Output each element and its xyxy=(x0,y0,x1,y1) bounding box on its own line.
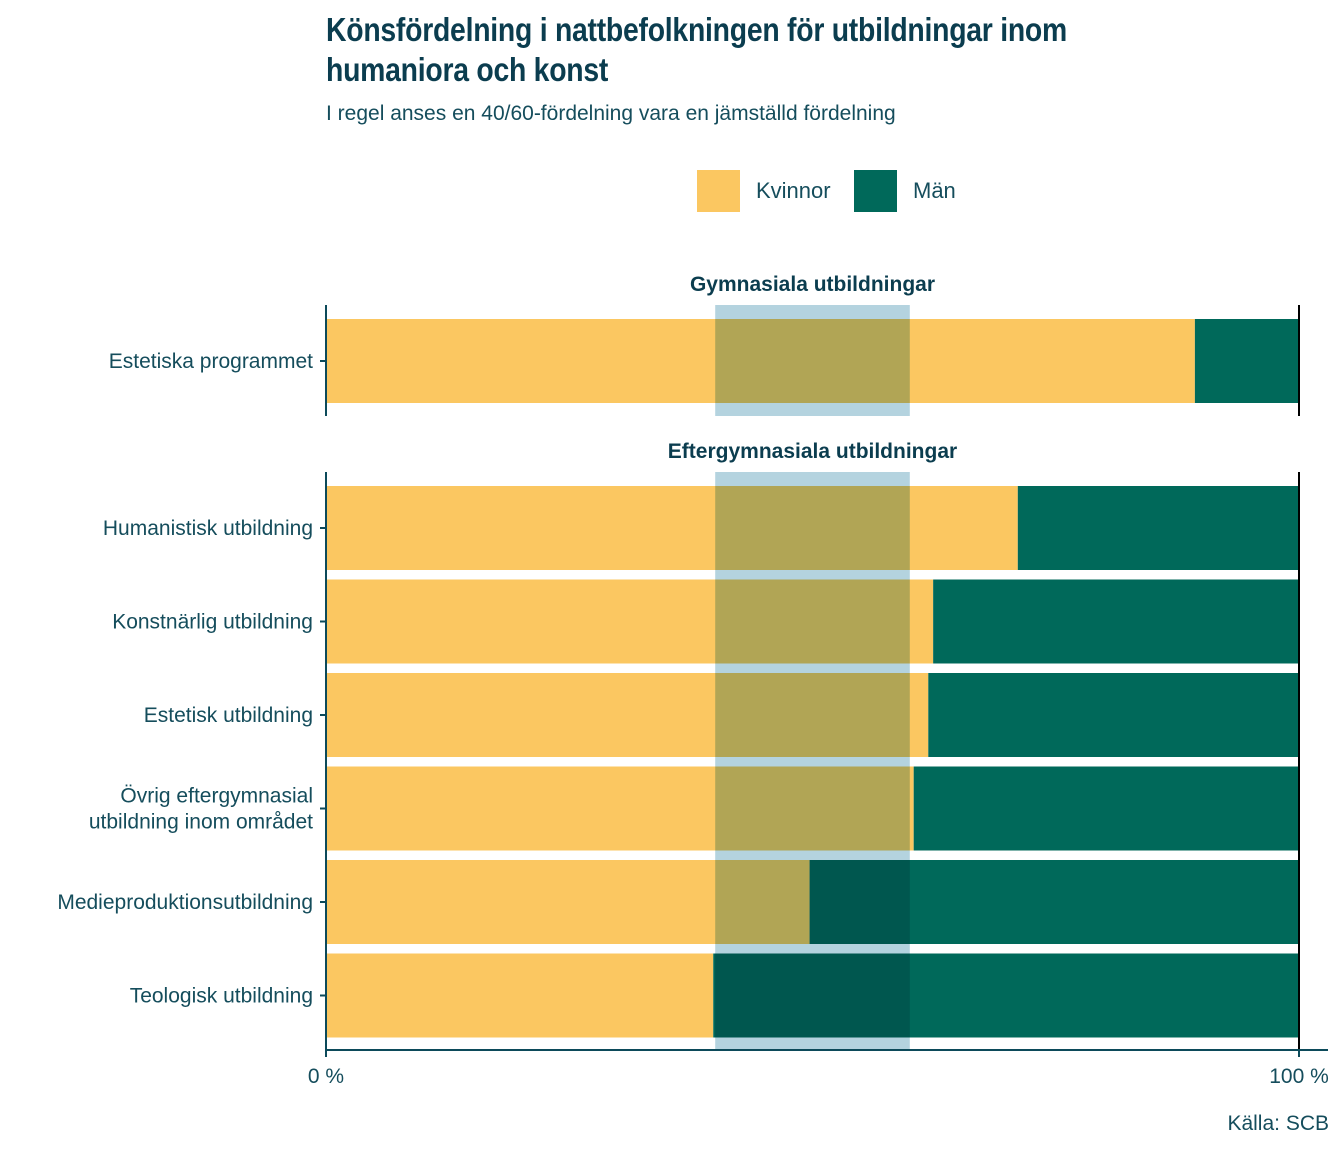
x-tick-label: 100 % xyxy=(1269,1065,1329,1088)
bar-man xyxy=(1194,319,1299,403)
legend-label-kvinnor: Kvinnor xyxy=(756,178,831,203)
bar-man xyxy=(928,673,1299,757)
legend-swatch-kvinnor xyxy=(697,170,740,212)
y-tick-label: Humanistisk utbildning xyxy=(103,517,313,540)
legend-label-man: Män xyxy=(913,178,956,203)
x-tick-label: 0 % xyxy=(308,1065,344,1088)
panel-title: Eftergymnasiala utbildningar xyxy=(668,440,957,463)
bar-man xyxy=(933,579,1299,664)
panel-1: Gymnasiala utbildningar Estetiska program… xyxy=(109,273,1300,416)
y-tick-label: Teologisk utbildning xyxy=(130,985,313,1008)
panel-title: Gymnasiala utbildningar xyxy=(690,273,935,296)
chart-subtitle: I regel anses en 40/60-fördelning vara e… xyxy=(326,102,896,125)
reference-band xyxy=(715,305,910,416)
bar-kvinnor xyxy=(326,953,714,1038)
legend-item-kvinnor: Kvinnor xyxy=(697,170,831,212)
y-tick-label: Konstnärlig utbildning xyxy=(112,611,313,634)
legend-swatch-man xyxy=(854,170,897,212)
y-tick-label: Övrig eftergymnasial utbildning inom områ… xyxy=(89,785,313,834)
chart-title: Könsfördelning i nattbefolkningen för ut… xyxy=(326,11,1067,88)
y-tick-label: Medieproduktionsutbildning xyxy=(57,891,313,914)
source-note: Källa: SCB xyxy=(1227,1112,1329,1135)
panel-2: Eftergymnasiala utbildningar Humanistisk … xyxy=(57,440,1300,1050)
legend-item-man: Män xyxy=(854,170,956,212)
bar-man xyxy=(1017,486,1299,570)
bar-kvinnor xyxy=(326,486,1018,570)
y-tick-label: Estetisk utbildning xyxy=(144,704,313,727)
y-tick-label: Estetiska programmet xyxy=(109,350,313,373)
bar-man xyxy=(913,766,1299,851)
reference-band xyxy=(715,472,910,1050)
